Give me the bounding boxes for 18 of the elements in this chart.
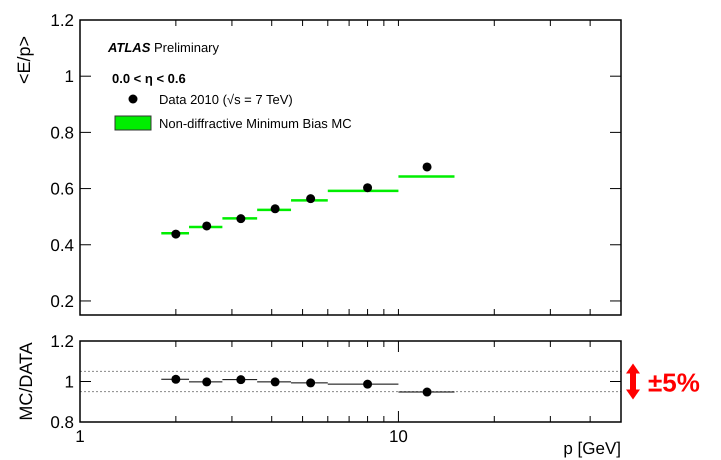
y-axis-title: MC/DATA (16, 342, 36, 421)
y-tick-label: 0.8 (50, 413, 74, 432)
y-tick-label: 0.2 (50, 292, 74, 311)
y-tick-label: 0.6 (50, 180, 74, 199)
y-tick-label: 1.2 (50, 11, 74, 30)
legend-label: Data 2010 (√s = 7 TeV) (159, 92, 293, 107)
y-tick-label: 0.8 (50, 123, 74, 142)
x-axis-title: p [GeV] (563, 439, 621, 458)
y-tick-label: 0.4 (50, 236, 74, 255)
y-tick-label: 1 (64, 67, 74, 86)
x-tick-label: 10 (388, 427, 408, 446)
annotation: ATLAS Preliminary (107, 40, 220, 55)
y-tick-label: 1.2 (50, 332, 74, 351)
y-tick-label: 1 (64, 372, 74, 392)
text: ±5% (648, 368, 700, 398)
legend-label: Non-diffractive Minimum Bias MC (159, 116, 352, 131)
annotation: 0.0 < η < 0.6 (112, 71, 186, 86)
y-axis-title: <E/p> (14, 36, 34, 84)
